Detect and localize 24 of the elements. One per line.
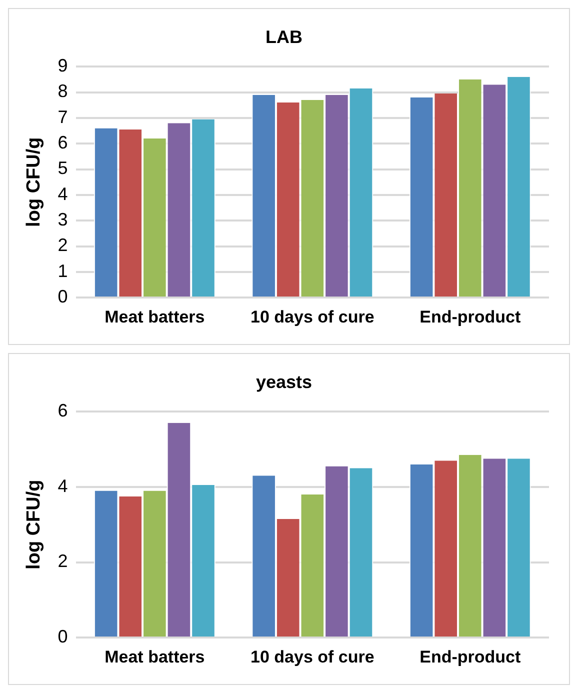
y-tick-label: 8 <box>58 81 68 102</box>
x-tick-label: 10 days of cure <box>250 647 374 666</box>
x-tick-label: Meat batters <box>104 647 205 666</box>
x-tick-label: End-product <box>420 647 521 666</box>
x-tick-label: 10 days of cure <box>250 307 374 326</box>
y-tick-label: 7 <box>58 106 68 127</box>
y-tick-label: 5 <box>58 158 68 178</box>
chart-title: LAB <box>266 26 302 47</box>
y-tick-label: 0 <box>58 626 68 647</box>
y-tick-label: 2 <box>58 235 68 256</box>
y-tick-label: 4 <box>58 184 68 204</box>
y-axis-title: log CFU/g <box>24 137 45 227</box>
y-tick-label: 4 <box>58 476 68 496</box>
x-tick-label: Meat batters <box>104 307 205 326</box>
y-tick-label: 1 <box>58 260 68 281</box>
y-tick-label: 3 <box>58 210 68 230</box>
y-tick-label: 0 <box>58 286 68 307</box>
y-axis-title: log CFU/g <box>24 480 45 570</box>
x-tick-label: End-product <box>420 307 521 326</box>
y-tick-label: 2 <box>58 551 68 572</box>
y-tick-label: 6 <box>58 132 68 153</box>
y-tick-label: 6 <box>58 400 68 421</box>
chart-title: yeasts <box>256 372 312 392</box>
y-tick-label: 9 <box>58 56 68 76</box>
